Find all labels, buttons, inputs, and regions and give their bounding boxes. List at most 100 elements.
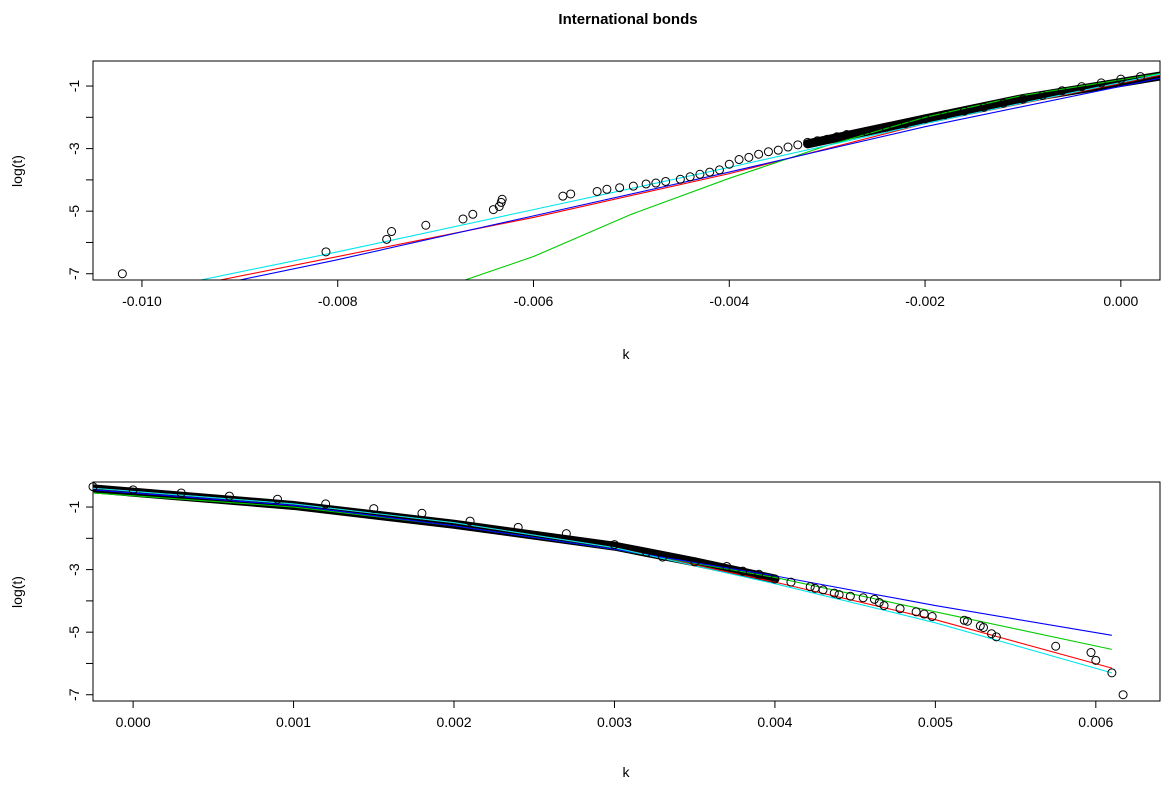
bottom-data-point	[869, 594, 879, 604]
top-data-point	[1018, 94, 1028, 104]
top-data-point	[763, 147, 773, 157]
bottom-data-point	[465, 516, 475, 526]
bottom-x-axis-label: k	[623, 764, 631, 780]
bottom-data-point	[561, 529, 571, 539]
bottom-x-tick-label: 0.002	[436, 714, 471, 730]
bottom-data-point	[979, 622, 989, 632]
top-data-point	[783, 142, 793, 152]
bottom-data-point	[1118, 690, 1128, 700]
bottom-y-tick-label: -1	[66, 501, 82, 514]
bottom-data-point	[88, 482, 98, 492]
bottom-data-point	[911, 607, 921, 617]
top-data-point	[998, 98, 1008, 108]
bottom-data-point	[417, 508, 427, 518]
top-y-tick-label: -3	[66, 142, 82, 155]
bottom-x-axis: 0.000 0.001 0.002 0.003 0.004 0.005 0.006	[116, 700, 1114, 730]
bottom-data-point	[962, 616, 972, 626]
top-y-tick-label: -5	[66, 205, 82, 218]
bottom-fit-line-3	[93, 489, 1112, 636]
bottom-x-tick-label: 0.003	[597, 714, 632, 730]
top-data-point	[628, 181, 638, 191]
top-data-point	[793, 140, 803, 150]
top-data-point	[602, 184, 612, 194]
top-fit-line-2	[464, 72, 1160, 280]
bottom-y-tick-label: -3	[66, 563, 82, 576]
top-x-axis-label: k	[623, 346, 631, 362]
bottom-data-point	[176, 488, 186, 498]
top-data-point	[1057, 86, 1067, 96]
top-data-point	[1077, 82, 1087, 92]
top-data-point	[812, 136, 822, 146]
bottom-data-point	[805, 582, 815, 592]
top-data-point	[744, 152, 754, 162]
top-data-point	[920, 114, 930, 124]
top-data-point	[468, 209, 478, 219]
bottom-data-point	[987, 629, 997, 639]
bottom-data-point	[642, 547, 652, 557]
top-data-point	[881, 122, 891, 132]
bottom-data-point	[609, 540, 619, 550]
top-data-point	[842, 130, 852, 140]
top-y-tick-label: -1	[66, 80, 82, 93]
top-data-point	[117, 269, 127, 279]
bottom-fit-line-4	[93, 487, 1113, 674]
top-x-tick-label: 0.000	[1103, 293, 1138, 309]
top-data-point	[822, 134, 832, 144]
top-data-point	[705, 167, 715, 177]
bottom-data-point	[1086, 648, 1096, 658]
bottom-y-tick-label: -7	[66, 688, 82, 701]
bottom-data-point	[321, 499, 331, 509]
bottom-data-point	[834, 590, 844, 600]
bottom-data-point	[786, 577, 796, 587]
top-data-point	[900, 119, 910, 129]
top-data-point	[641, 179, 651, 189]
top-data-point	[940, 110, 950, 120]
bottom-data-point	[1091, 655, 1101, 665]
bottom-data-point	[919, 609, 929, 619]
top-data-point	[734, 155, 744, 165]
top-data-point	[321, 247, 331, 257]
top-series-layer	[200, 71, 1160, 280]
bottom-data-point	[845, 591, 855, 601]
bottom-x-tick-label: 0.005	[918, 714, 953, 730]
top-data-point	[675, 174, 685, 184]
top-data-point	[592, 186, 602, 196]
top-data-point	[566, 189, 576, 199]
top-data-point	[458, 214, 468, 224]
bottom-data-point	[513, 522, 523, 532]
top-data-point	[1116, 74, 1126, 84]
top-data-point	[959, 106, 969, 116]
top-fit-line-1	[220, 74, 1160, 280]
bottom-data-point	[991, 632, 1001, 642]
bottom-series-layer	[93, 484, 1113, 674]
chart-title: International bonds	[558, 11, 697, 28]
bottom-x-tick-label: 0.000	[116, 714, 151, 730]
top-data-point	[832, 132, 842, 142]
bottom-data-point	[858, 593, 868, 603]
bottom-data-point	[690, 557, 700, 567]
top-data-point	[724, 159, 734, 169]
top-data-point	[382, 234, 392, 244]
top-data-point	[1135, 72, 1145, 82]
top-data-point	[1038, 90, 1048, 100]
bottom-data-point	[738, 566, 748, 576]
top-x-tick-label: -0.002	[905, 293, 945, 309]
top-fit-line-3	[239, 77, 1160, 280]
bottom-x-tick-label: 0.006	[1078, 714, 1113, 730]
top-data-point	[979, 102, 989, 112]
top-x-tick-label: -0.004	[709, 293, 749, 309]
bottom-panel: 0.000 0.001 0.002 0.003 0.004 0.005 0.006 -1 -3…	[9, 481, 1161, 780]
top-dense-points	[803, 71, 1160, 149]
top-x-axis: -0.010 -0.008 -0.006 -0.004 -0.002 0.000	[122, 279, 1139, 309]
bottom-data-point	[1051, 641, 1061, 651]
top-panel: -0.010 -0.008 -0.006 -0.004 -0.002 0.000 -1 -3…	[9, 60, 1161, 362]
bottom-data-point	[818, 585, 828, 595]
bottom-y-axis: -1 -3 -5 -7	[66, 501, 94, 701]
top-data-point	[685, 172, 695, 182]
bottom-data-point	[224, 491, 234, 501]
top-points-layer	[117, 72, 1145, 279]
top-data-point	[488, 205, 498, 215]
bottom-y-tick-label: -5	[66, 626, 82, 639]
top-x-tick-label: -0.008	[318, 293, 358, 309]
